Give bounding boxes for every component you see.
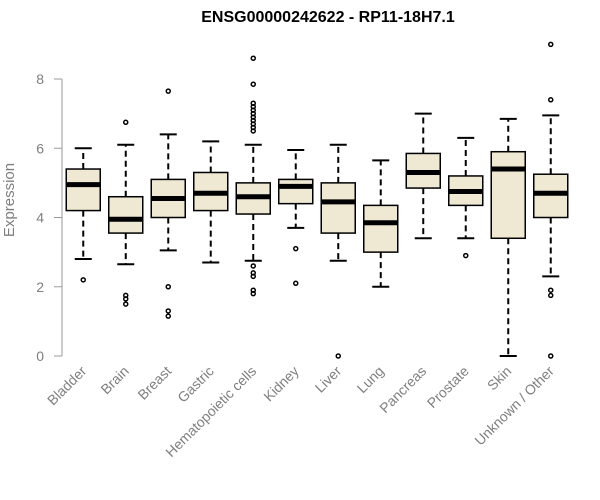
outlier-point	[548, 287, 554, 293]
outlier-point	[250, 55, 256, 61]
outlier-point	[293, 245, 299, 252]
x-tick-label: Prostate	[424, 363, 472, 411]
box-group	[278, 148, 314, 287]
box	[65, 168, 101, 212]
outlier-point	[463, 252, 469, 259]
box-group	[363, 159, 399, 288]
box-group	[235, 55, 271, 297]
outlier-point	[548, 353, 554, 359]
box-group	[405, 112, 441, 240]
outlier-point	[250, 81, 256, 87]
outlier-point	[335, 353, 341, 359]
box-group	[150, 88, 186, 319]
box-group	[320, 143, 356, 359]
box	[533, 173, 569, 219]
outlier-point	[548, 97, 554, 103]
outlier-point	[548, 292, 554, 299]
outlier-point	[250, 263, 256, 269]
box-group	[490, 117, 526, 357]
y-tick-label: 0	[36, 348, 44, 364]
box-group	[65, 147, 101, 283]
x-tick-label: Bladder	[44, 363, 90, 409]
x-tick-label: Liver	[312, 363, 345, 396]
box	[363, 204, 399, 253]
y-axis-label: Expression	[1, 163, 18, 237]
x-tick-label: Unknown / Other	[471, 363, 557, 449]
outlier-point	[250, 128, 256, 134]
box	[490, 150, 526, 240]
outlier-point	[293, 280, 299, 287]
x-tick-label: Breast	[134, 363, 174, 403]
chart-title: ENSG00000242622 - RP11-18H7.1	[201, 9, 455, 26]
box-group	[533, 41, 569, 359]
box-group	[448, 136, 484, 259]
x-tick-label: Skin	[484, 363, 515, 394]
y-tick-label: 8	[36, 71, 44, 87]
x-tick-label: Lung	[354, 363, 387, 396]
y-tick-label: 4	[36, 210, 44, 226]
outlier-point	[80, 277, 86, 283]
outlier-point	[123, 296, 129, 302]
box	[278, 178, 314, 205]
outlier-point	[165, 308, 171, 314]
plot-area	[65, 41, 569, 359]
outlier-point	[165, 88, 171, 94]
outlier-point	[250, 290, 256, 297]
outlier-point	[123, 301, 129, 307]
x-tick-label: Brain	[97, 363, 131, 397]
outlier-point	[250, 273, 256, 280]
y-tick-label: 2	[36, 279, 44, 295]
box-group	[193, 140, 229, 264]
x-tick-label: Pancreas	[376, 363, 429, 416]
box	[108, 195, 144, 234]
box-group	[108, 119, 144, 307]
box	[320, 182, 356, 234]
outlier-point	[165, 313, 171, 319]
y-tick-label: 6	[36, 140, 44, 156]
outlier-point	[548, 41, 554, 48]
y-axis: 0 2 4 6 8	[36, 71, 63, 364]
x-tick-label: Kidney	[260, 363, 302, 405]
outlier-point	[123, 119, 129, 126]
outlier-point	[165, 284, 171, 290]
